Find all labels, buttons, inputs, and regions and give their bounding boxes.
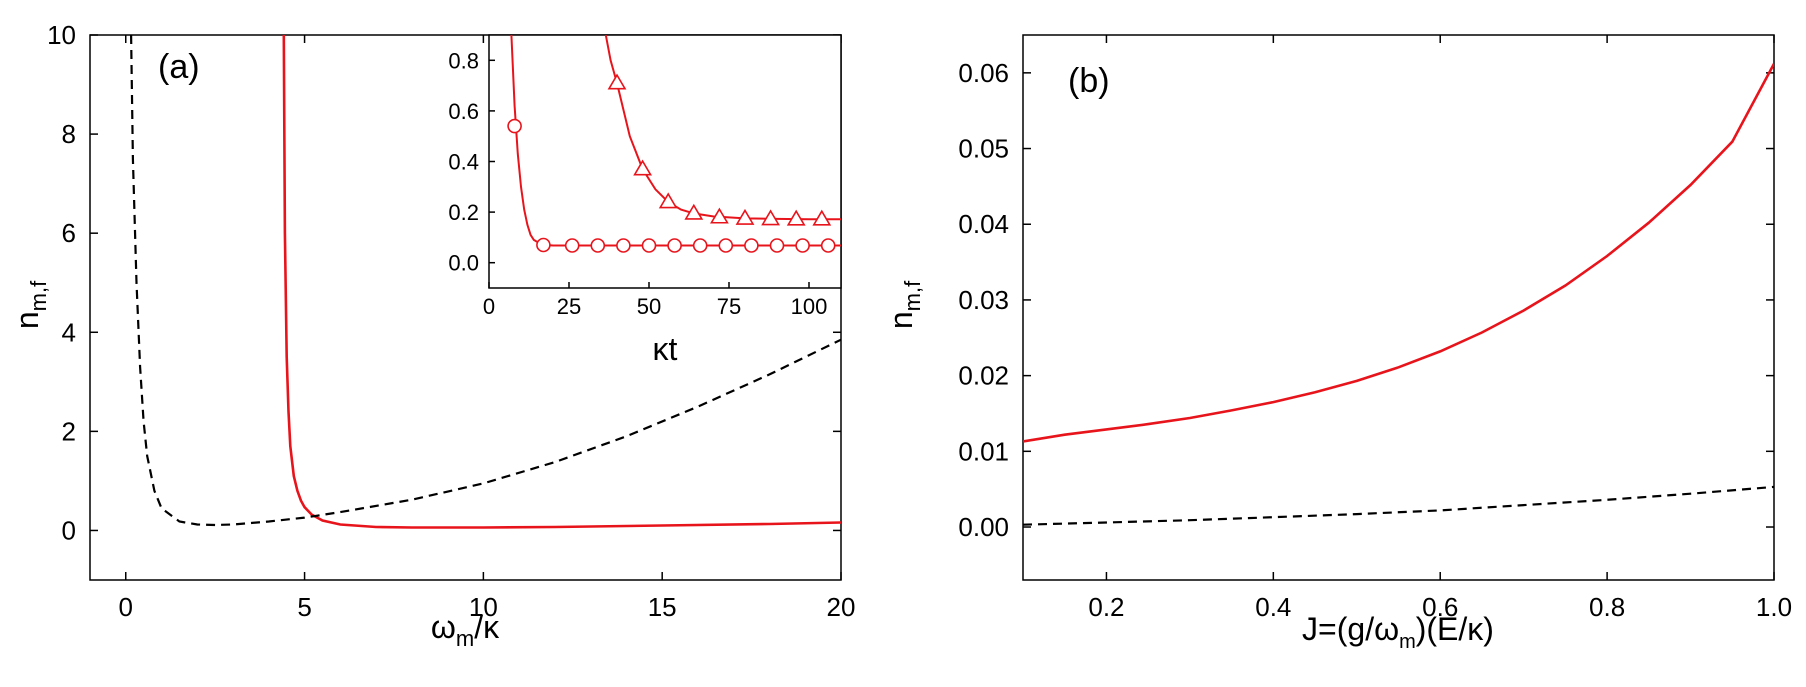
inset-marker-triangle [786, 209, 806, 226]
panel-b-x-tick-label: 0.4 [1255, 592, 1291, 622]
inset-y-tick-label: 0.4 [448, 150, 479, 175]
panel-a-y-ticks: 0 2 4 6 8 10 [47, 20, 841, 545]
panel-a-y-tick-label: 6 [62, 218, 76, 248]
panel-a-series [130, 35, 841, 529]
panel-a-x-tick-label: 20 [827, 592, 856, 622]
inset-marker-circle [564, 238, 580, 253]
inset-marker-triangle [735, 208, 755, 225]
inset-x-axis-title: κt [653, 331, 678, 367]
panel-a-y-axis-title: nm,f [9, 280, 51, 329]
panel-a-x-ticks: 0 5 10 15 20 [119, 35, 856, 622]
panel-b: 0.2 0.4 0.6 0.8 1.0 0.00 0.01 0.02 0.03 0.04 0.05… [883, 34, 1792, 653]
panel-b-label: (b) [1068, 62, 1110, 100]
panel-a-y-tick-label: 2 [62, 416, 76, 446]
panel-b-x-tick-label: 0.2 [1088, 592, 1124, 622]
panel-a-x-axis-title: ωm/κ [431, 609, 500, 651]
panel-b-x-axis-title: J=(g/ωm)(E/κ) [1302, 611, 1494, 653]
panel-b-x-ticks: 0.2 0.4 0.6 0.8 1.0 [1088, 35, 1792, 622]
panel-a-x-tick-label: 0 [119, 592, 133, 622]
panel-a-inset: 0 25 50 75 100 0.0 0.2 0.4 0.6 0.8 κt [448, 34, 842, 367]
panel-b-y-axis-title: nm,f [883, 280, 925, 329]
panel-a-series-black-dashed [130, 35, 841, 527]
panel-a-x-tick-label: 15 [648, 592, 677, 622]
panel-b-y-tick-label: 0.03 [958, 285, 1009, 315]
panel-a-frame [89, 34, 842, 581]
panel-b-series-red-solid [1023, 63, 1774, 443]
panel-a-y-tick-label: 4 [62, 317, 76, 347]
inset-y-tick-label: 0.2 [448, 200, 479, 225]
inset-x-ticks: 0 25 50 75 100 [483, 282, 827, 319]
inset-x-tick-label: 50 [637, 294, 661, 319]
panel-a-y-tick-label: 0 [62, 515, 76, 545]
inset-y-tick-label: 0.0 [448, 251, 479, 276]
panel-b-x-tick-label: 0.6 [1422, 592, 1458, 622]
inset-series [507, 35, 841, 253]
inset-y-tick-label: 0.8 [448, 48, 479, 73]
inset-marker-triangle [761, 209, 780, 226]
inset-marker-circle [744, 238, 759, 253]
inset-marker-triangle [607, 73, 627, 90]
panel-b-series-black-dashed [1023, 485, 1774, 526]
panel-b-y-tick-label: 0.02 [958, 361, 1009, 391]
panel-a-x-tick-label: 5 [297, 592, 311, 622]
inset-marker-circle [718, 238, 734, 253]
panel-b-y-tick-label: 0.05 [958, 134, 1009, 164]
inset-marker-circle [641, 238, 657, 253]
panel-a-x-tick-label: 10 [469, 592, 498, 622]
inset-marker-triangle [812, 209, 832, 226]
inset-marker-triangle [658, 192, 678, 209]
inset-marker-circle [616, 238, 631, 253]
inset-marker-triangle [710, 207, 729, 224]
panel-a-y-tick-label: 8 [62, 119, 76, 149]
inset-marker-circle [795, 238, 810, 253]
panel-a-label: (a) [158, 48, 200, 86]
inset-x-tick-label: 0 [483, 294, 495, 319]
panel-a-series-red-solid [282, 35, 841, 529]
inset-y-tick-label: 0.6 [448, 99, 479, 124]
panel-a: 0 5 10 15 20 0 2 4 6 8 10 (a) ωm/κ nm,f 0 25 50 75 10… [9, 20, 855, 651]
panel-b-series [1023, 63, 1774, 526]
panel-b-y-tick-label: 0.04 [958, 209, 1009, 239]
inset-marker-circle [507, 118, 522, 134]
inset-marker-circle [590, 238, 606, 253]
panel-b-frame [1022, 34, 1775, 581]
inset-marker-circle [692, 238, 708, 253]
panel-b-y-ticks: 0.00 0.01 0.02 0.03 0.04 0.05 0.06 [958, 58, 1774, 542]
inset-marker-circle [769, 238, 785, 253]
inset-x-tick-label: 75 [717, 294, 741, 319]
inset-y-ticks: 0.0 0.2 0.4 0.6 0.8 [448, 48, 495, 276]
inset-marker-circle [820, 238, 836, 253]
panel-b-x-tick-label: 0.8 [1589, 592, 1625, 622]
inset-x-tick-label: 100 [791, 294, 828, 319]
panel-b-y-tick-label: 0.06 [958, 58, 1009, 88]
panel-a-y-tick-label: 10 [47, 20, 76, 50]
inset-marker-circle [536, 237, 551, 253]
inset-marker-triangle [684, 203, 704, 220]
inset-marker-circle [667, 238, 682, 253]
inset-x-tick-label: 25 [557, 294, 581, 319]
panel-b-y-tick-label: 0.01 [958, 436, 1009, 466]
inset-marker-triangle [633, 159, 652, 176]
panel-b-x-tick-label: 1.0 [1756, 592, 1792, 622]
panel-b-y-tick-label: 0.00 [958, 512, 1009, 542]
